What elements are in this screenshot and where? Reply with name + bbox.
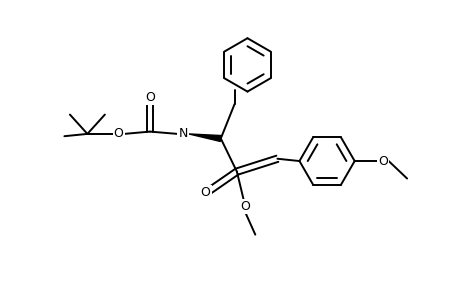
Polygon shape	[188, 134, 221, 142]
Text: O: O	[113, 128, 123, 140]
Text: O: O	[377, 154, 387, 167]
Text: O: O	[145, 91, 155, 103]
Text: O: O	[240, 200, 250, 213]
Text: N: N	[178, 128, 187, 140]
Text: O: O	[200, 186, 210, 199]
